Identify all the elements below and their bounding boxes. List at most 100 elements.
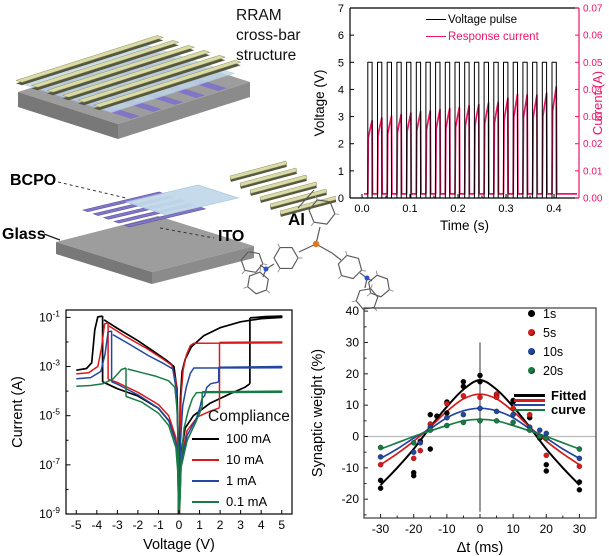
svg-text:0: 0 [338, 193, 344, 205]
structure-title: RRAM cross-bar structure [236, 6, 301, 65]
stdp-y-axis: -20 -10 0 10 20 30 40 Synaptic weight (%) [310, 304, 368, 516]
legend-line-swatch [426, 36, 446, 37]
svg-text:Time (s): Time (s) [440, 218, 489, 233]
legend-item: 20s [514, 361, 599, 380]
svg-text:Voltage (V): Voltage (V) [312, 70, 327, 137]
svg-text:0.06: 0.06 [583, 31, 603, 42]
svg-text:20: 20 [346, 367, 360, 381]
iv-hysteresis-chart: Compliance 100 mA 10 mA 1 mA 0.1 mA -5 -4 -3 -2… [6, 296, 308, 556]
svg-text:Synaptic weight (%): Synaptic weight (%) [310, 349, 326, 477]
legend-item: 100 mA [192, 428, 290, 449]
svg-text:10-3: 10-3 [39, 358, 60, 374]
pulse-x-axis: 0.0 0.1 0.2 0.3 0.4 Time (s) [354, 194, 562, 233]
svg-text:0.05: 0.05 [583, 58, 603, 69]
svg-text:-30: -30 [372, 522, 390, 536]
nitrogen-atom [364, 275, 370, 281]
svg-text:0.00: 0.00 [583, 194, 603, 205]
svg-text:7: 7 [338, 3, 344, 15]
svg-text:10-7: 10-7 [39, 456, 60, 472]
legend-item: Voltage pulse [426, 11, 539, 28]
ito-stripes-exploded [81, 191, 207, 228]
legend-line-swatch [192, 437, 219, 440]
al-bars-exploded [229, 160, 336, 217]
svg-text:0.0: 0.0 [354, 203, 369, 215]
svg-text:0.07: 0.07 [583, 4, 603, 15]
legend-item: 10s [514, 342, 599, 361]
pulse-series [363, 61, 578, 199]
legend-label: 5s [543, 325, 557, 340]
fitted-curve-label: Fitted curve [551, 388, 587, 417]
svg-text:0.4: 0.4 [546, 203, 561, 215]
iv-y-axis: 10-1 10-3 10-5 10-7 10-9 Current (A) [10, 308, 71, 521]
stdp-reference-lines [364, 342, 596, 512]
legend-item: Response current [426, 28, 539, 45]
legend-item: 1 mA [192, 470, 290, 491]
legend-title: Compliance [208, 408, 290, 425]
label-bcpo: BCPO [10, 172, 57, 189]
fitted-curve-swatches [514, 393, 545, 412]
svg-text:10-5: 10-5 [39, 407, 60, 423]
svg-text:-1: -1 [153, 518, 164, 532]
legend-label: 100 mA [226, 431, 271, 446]
svg-text:-2: -2 [133, 518, 144, 532]
svg-text:0.02: 0.02 [583, 139, 603, 150]
legend-line-swatch [192, 458, 219, 461]
scatter-1s [377, 372, 583, 493]
legend-label: 1 mA [226, 473, 257, 488]
svg-text:30: 30 [573, 522, 587, 536]
structure-title-line1: RRAM [236, 7, 282, 24]
pulse-y-axis-right: 0.00 0.01 0.02 0.03 0.04 0.05 0.06 0.07 Current … [575, 4, 605, 205]
svg-text:2: 2 [217, 518, 224, 532]
svg-text:30: 30 [346, 335, 360, 349]
svg-text:-20: -20 [342, 492, 360, 506]
glass-side [56, 242, 152, 284]
legend-dot-swatch [528, 329, 535, 336]
svg-text:4: 4 [338, 84, 344, 96]
svg-text:0.04: 0.04 [583, 85, 603, 96]
phosphorus-atom [312, 240, 320, 248]
svg-text:-5: -5 [71, 518, 82, 532]
label-glass: Glass [2, 226, 46, 243]
glass-front [152, 246, 254, 284]
stdp-series [377, 372, 583, 493]
svg-text:-20: -20 [405, 522, 423, 536]
structure-panel: RRAM cross-bar structure BCPO Glass ITO … [0, 0, 336, 300]
legend-line-swatch [192, 479, 219, 482]
stdp-chart-legend: 1s 5s 10s 20s Fitted curve [514, 304, 599, 416]
leader-lines [43, 181, 315, 241]
svg-text:1: 1 [338, 166, 344, 178]
iv-x-axis: -5 -4 -3 -2 -1 0 1 2 3 4 5 Voltage (V) [71, 510, 285, 553]
svg-text:Voltage (V): Voltage (V) [143, 537, 215, 553]
iv-series [76, 315, 283, 515]
stdp-x-axis: -30 -20 -10 0 10 20 30 Δt (ms) [372, 514, 587, 556]
pulse-y-axis-left: 0 1 2 3 4 5 6 7 Voltage (V) [312, 3, 354, 205]
legend-label: 20s [543, 363, 564, 378]
svg-text:0.2: 0.2 [450, 203, 465, 215]
legend-label: 0.1 mA [226, 494, 268, 509]
svg-text:-3: -3 [112, 518, 123, 532]
svg-text:1: 1 [196, 518, 203, 532]
legend-label: Response current [448, 30, 539, 43]
legend-label: Voltage pulse [448, 13, 518, 26]
label-ito: ITO [218, 228, 245, 245]
svg-text:20: 20 [540, 522, 554, 536]
legend-item: 1s [514, 304, 599, 323]
svg-text:5: 5 [338, 57, 344, 69]
bcpo-molecule-structure [240, 195, 394, 312]
legend-line-swatch [192, 500, 219, 503]
svg-text:0.03: 0.03 [583, 112, 603, 123]
svg-text:0: 0 [352, 430, 359, 444]
legend-label: 10 mA [226, 452, 264, 467]
legend-dot-swatch [528, 348, 535, 355]
svg-text:4: 4 [258, 518, 265, 532]
legend-dot-swatch [528, 367, 535, 374]
svg-text:10-9: 10-9 [39, 505, 60, 521]
svg-text:10-1: 10-1 [39, 308, 60, 324]
scatter-20s [377, 417, 583, 452]
svg-text:0.01: 0.01 [583, 166, 603, 177]
substrate-front [118, 82, 250, 139]
svg-text:3: 3 [237, 518, 244, 532]
svg-text:0.3: 0.3 [498, 203, 513, 215]
